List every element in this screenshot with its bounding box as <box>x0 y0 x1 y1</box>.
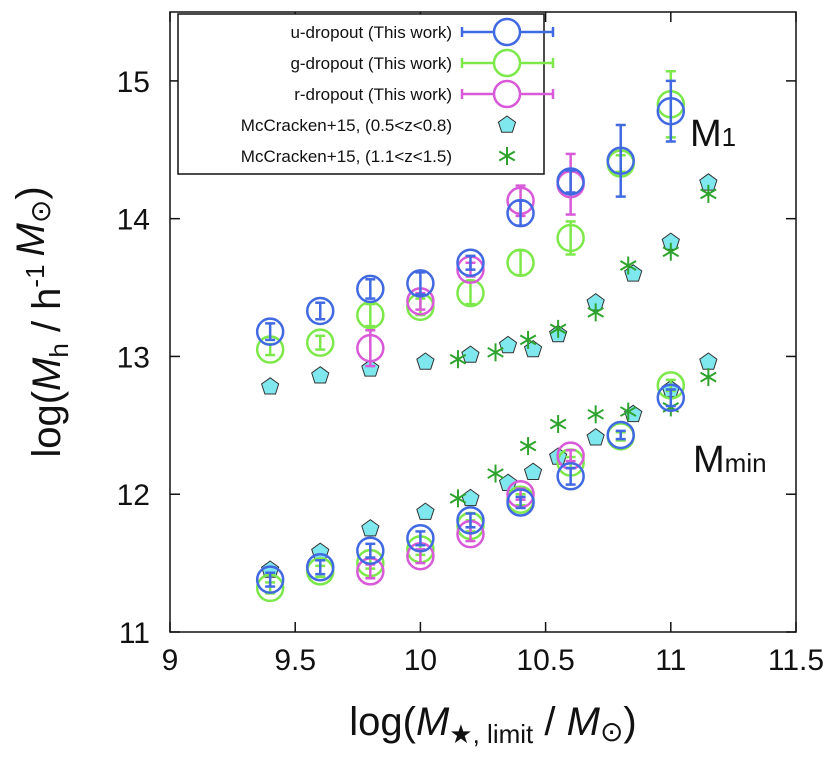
data-point-circle <box>506 488 535 517</box>
series-mc05 <box>261 173 718 578</box>
data-point-pentagon <box>416 352 435 370</box>
data-point-asterisk <box>519 330 537 349</box>
data-point-asterisk <box>487 464 504 483</box>
data-point-asterisk <box>519 437 537 455</box>
data-point-circle <box>305 328 335 357</box>
series-u <box>255 79 686 594</box>
y-tick-label: 11 <box>119 617 150 650</box>
data-point-circle <box>456 278 485 308</box>
data-point-circle <box>606 123 635 198</box>
x-tick-label: 11 <box>655 644 686 677</box>
data-point-circle <box>506 248 535 278</box>
series-mc11 <box>449 184 717 508</box>
data-point-pentagon <box>523 462 543 480</box>
y-axis: 11 12 13 14 15 <box>117 66 796 650</box>
legend-label: r-dropout (This work) <box>294 85 452 104</box>
x-tick-label: 10.5 <box>516 644 574 677</box>
legend-item: g-dropout (This work) <box>290 48 555 78</box>
legend: u-dropout (This work) g-dropout (This wor… <box>177 13 555 175</box>
x-tick-label: 11.5 <box>768 644 824 677</box>
plot-frame <box>169 11 797 633</box>
data-marks <box>255 69 718 603</box>
legend-item: u-dropout (This work) <box>290 17 555 47</box>
legend-circle <box>492 48 522 78</box>
data-point-circle <box>356 274 385 304</box>
data-point-circle <box>406 269 435 298</box>
data-point-circle <box>556 167 585 196</box>
data-point-circle <box>556 220 585 256</box>
legend-circle <box>492 79 522 109</box>
data-point-pentagon <box>361 519 380 537</box>
data-point-circle <box>255 565 285 594</box>
y-tick-label: 13 <box>117 341 150 374</box>
legend-item: McCracken+15, (1.1<z<1.5) <box>241 147 516 166</box>
data-point-asterisk <box>449 350 467 369</box>
data-point-pentagon <box>261 377 280 395</box>
legend-item: r-dropout (This work) <box>294 79 555 109</box>
annotation-m1: M1 <box>690 113 736 155</box>
y-tick-label: 15 <box>117 66 150 99</box>
data-point-asterisk <box>587 405 604 424</box>
data-point-circle <box>606 420 635 450</box>
x-tick-label: 10 <box>404 644 437 677</box>
x-axis: 9 9.5 10 10.5 11 11.5 <box>162 12 824 677</box>
data-point-circle <box>556 462 585 491</box>
data-point-asterisk <box>587 303 604 322</box>
data-point-circle <box>506 198 535 228</box>
data-point-asterisk <box>619 402 637 421</box>
data-point-asterisk <box>662 242 680 261</box>
legend-label: g-dropout (This work) <box>290 54 452 73</box>
y-tick-label: 14 <box>117 204 150 237</box>
data-point-circle <box>456 506 485 535</box>
data-point-circle <box>656 383 686 413</box>
legend-label: McCracken+15, (1.1<z<1.5) <box>241 147 452 166</box>
x-axis-label: log(M★, limit / M⊙) <box>349 700 636 749</box>
data-point-asterisk <box>619 256 637 275</box>
data-point-asterisk <box>498 147 516 165</box>
legend-label: u-dropout (This work) <box>290 23 452 42</box>
data-point-pentagon <box>497 115 517 133</box>
annotation-mmin: Mmin <box>693 439 767 481</box>
data-point-circle <box>356 329 385 368</box>
data-point-circle <box>456 248 485 278</box>
data-point-circle <box>406 524 435 553</box>
data-point-pentagon <box>586 428 605 446</box>
data-point-circle <box>656 79 686 143</box>
x-tick-label: 9.5 <box>274 644 316 677</box>
data-point-pentagon <box>461 345 480 363</box>
data-point-pentagon <box>699 352 718 370</box>
data-point-pentagon <box>498 335 518 354</box>
data-point-pentagon <box>416 502 435 520</box>
data-point-circle <box>305 552 335 582</box>
data-point-asterisk <box>549 319 567 338</box>
legend-label: McCracken+15, (0.5<z<0.8) <box>241 116 452 135</box>
legend-circle <box>492 17 522 47</box>
y-axis-label: log(Mh / h-1M⊙) <box>9 186 74 457</box>
data-point-circle <box>356 536 385 565</box>
x-tick-label: 9 <box>162 644 179 677</box>
legend-item: McCracken+15, (0.5<z<0.8) <box>241 115 517 135</box>
data-point-asterisk <box>700 184 717 203</box>
data-point-pentagon <box>361 359 380 377</box>
data-point-asterisk <box>487 343 504 362</box>
data-point-asterisk <box>700 368 717 387</box>
y-tick-label: 12 <box>117 479 150 512</box>
data-point-circle <box>255 317 285 346</box>
data-point-asterisk <box>549 414 567 433</box>
data-point-circle <box>356 300 385 330</box>
data-point-circle <box>305 296 335 326</box>
data-point-asterisk <box>449 489 467 508</box>
data-point-pentagon <box>311 366 330 384</box>
